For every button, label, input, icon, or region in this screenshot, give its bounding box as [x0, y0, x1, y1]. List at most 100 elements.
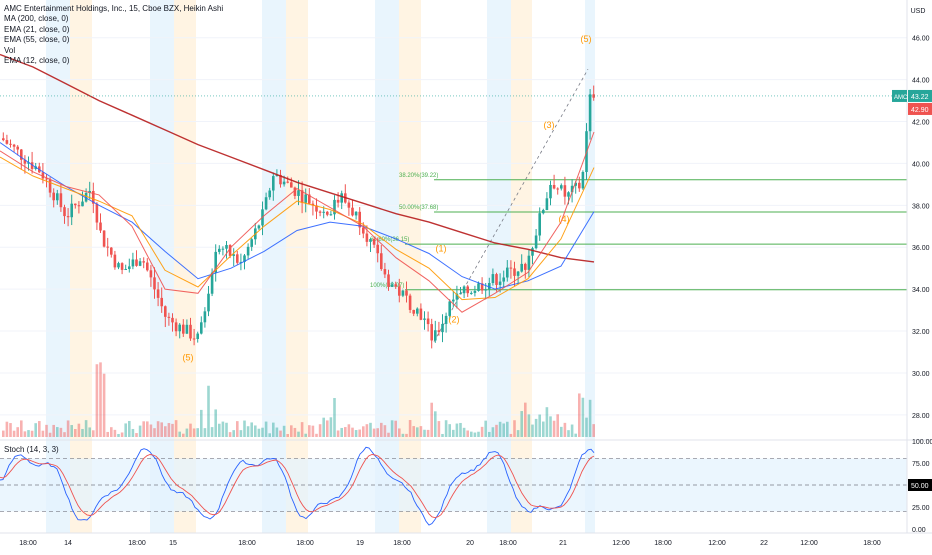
- candles: [2, 85, 595, 349]
- candle-body: [117, 263, 120, 268]
- candle-body: [516, 271, 520, 276]
- volume-bar: [488, 431, 491, 437]
- price-tick-label: 40.00: [912, 161, 930, 168]
- stochastic-pane: [0, 439, 932, 526]
- legend-title[interactable]: AMC Entertainment Holdings, Inc., 15, Cb…: [4, 4, 224, 13]
- time-tick-label: 12:00: [708, 540, 726, 547]
- volume-bar: [88, 427, 91, 437]
- candle-body: [70, 203, 73, 218]
- candle-body: [92, 190, 95, 204]
- volume-bar: [437, 421, 441, 437]
- volume-bar: [52, 424, 55, 437]
- last-price-tag: [908, 89, 932, 102]
- candle-body: [124, 269, 127, 271]
- candle-body: [567, 192, 570, 197]
- candle-body: [81, 201, 84, 207]
- candle-body: [102, 230, 106, 247]
- volume-bar: [106, 431, 109, 437]
- volume-bar: [538, 414, 541, 437]
- elliott-wave-labels[interactable]: (5) (1) (2) (3) (4) (5): [183, 34, 592, 362]
- legend-ma200[interactable]: MA (200, close, 0): [4, 14, 69, 24]
- candle-body: [390, 284, 394, 287]
- candle-body: [326, 211, 329, 215]
- fibonacci-retracement[interactable]: 38.20%(39.22) 50.00%(37.68) 61.80%(36.15) 1…: [370, 68, 907, 342]
- volume-bar: [542, 421, 545, 437]
- price-tick-label: 34.00: [912, 287, 930, 294]
- symbol-tag: [892, 89, 907, 102]
- volume-bar: [581, 397, 585, 437]
- candle-body: [106, 246, 109, 248]
- volume-bar: [502, 423, 505, 437]
- candle-body: [95, 203, 99, 223]
- volume-bar: [444, 420, 448, 437]
- volume-bar: [390, 420, 394, 437]
- session-band-orange: [70, 0, 92, 533]
- volume-bar: [506, 421, 509, 437]
- volume-bar: [77, 423, 81, 437]
- volume-bar: [286, 433, 289, 437]
- volume-bar: [448, 424, 451, 437]
- legend-ema55[interactable]: EMA (55, close, 0): [4, 35, 70, 45]
- candle-body: [311, 203, 315, 206]
- candle-body: [329, 214, 333, 216]
- session-band-orange: [286, 0, 308, 533]
- volume-bar: [416, 427, 419, 437]
- volume-bar: [340, 427, 343, 437]
- time-tick-label: 18:00: [654, 540, 672, 547]
- volume-bar: [138, 425, 142, 437]
- volume-bar: [426, 429, 430, 437]
- volume-bar: [473, 432, 477, 437]
- fib-level-label: 38.20%(39.22): [399, 173, 438, 179]
- legend-ema21[interactable]: EMA (21, close, 0): [4, 24, 70, 34]
- candle-body: [297, 190, 300, 196]
- time-tick-label: 19: [356, 540, 364, 547]
- candle-body: [426, 318, 430, 325]
- volume-bar: [358, 429, 361, 437]
- candle-body: [542, 210, 545, 214]
- candle-body: [66, 216, 70, 218]
- candle-body: [304, 194, 307, 203]
- candle-body: [200, 322, 203, 334]
- volume-bar: [394, 420, 397, 437]
- ma200-line: [0, 53, 595, 263]
- volume-bar: [380, 422, 383, 437]
- legend-ema12[interactable]: EMA (12, close, 0): [4, 56, 70, 66]
- candle-body: [23, 159, 27, 164]
- volume-bar: [419, 426, 423, 437]
- legend-vol[interactable]: Vol: [4, 45, 16, 55]
- session-band-blue: [375, 0, 399, 533]
- candle-body: [358, 211, 361, 228]
- candle-body: [362, 227, 365, 234]
- volume-bar: [200, 409, 203, 437]
- candle-body: [99, 222, 102, 231]
- candle-body: [16, 146, 19, 150]
- time-tick-label: 18:00: [393, 540, 411, 547]
- symbol-tag-text: AMC: [894, 95, 908, 101]
- candle-body: [434, 330, 437, 341]
- countdown-value: 42.90: [911, 107, 929, 114]
- candle-body: [480, 283, 484, 291]
- candle-body: [405, 290, 408, 296]
- volume-bar: [117, 433, 120, 437]
- candle-body: [491, 274, 495, 284]
- stoch-legend[interactable]: Stoch (14, 3, 3): [4, 445, 59, 454]
- candle-body: [2, 138, 5, 141]
- volume-bar: [135, 433, 138, 437]
- candle-body: [275, 174, 279, 177]
- candle-body: [477, 283, 480, 291]
- candle-body: [246, 246, 250, 256]
- volume-bar: [477, 431, 480, 437]
- session-band-blue: [262, 0, 286, 533]
- volume-bar: [203, 428, 207, 437]
- candle-body: [9, 143, 12, 145]
- time-tick-label: 20: [466, 540, 474, 547]
- candle-body: [300, 190, 304, 203]
- volume-bar: [491, 427, 495, 437]
- volume-bar: [333, 398, 336, 437]
- stoch-tick-label: 25.00: [912, 505, 930, 512]
- volume-bar: [167, 423, 171, 437]
- candle-body: [293, 187, 297, 196]
- candle-body: [506, 267, 509, 278]
